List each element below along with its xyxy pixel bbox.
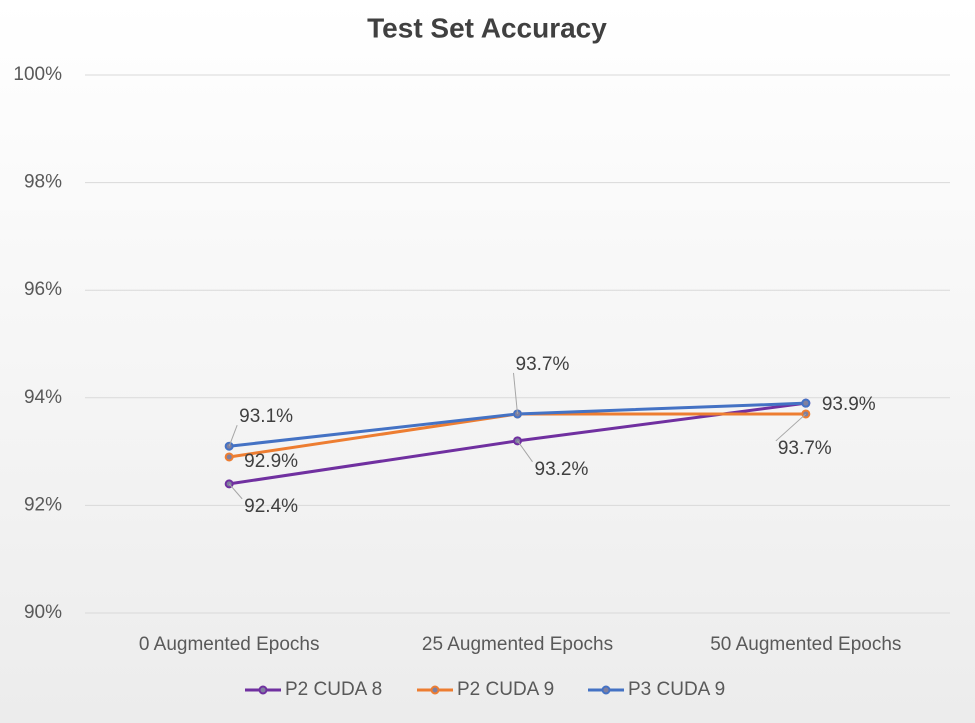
legend-marker	[601, 685, 611, 695]
data-label: 92.9%	[244, 451, 298, 472]
data-label: 93.7%	[778, 438, 832, 459]
data-label: 92.4%	[244, 496, 298, 517]
x-tick-label: 25 Augmented Epochs	[422, 634, 613, 655]
legend-label: P2 CUDA 9	[457, 679, 554, 700]
data-label: 93.2%	[535, 459, 589, 480]
legend-label: P2 CUDA 8	[285, 679, 382, 700]
x-tick-label: 0 Augmented Epochs	[139, 634, 320, 655]
data-label: 93.7%	[516, 354, 570, 375]
chart-title: Test Set Accuracy	[367, 12, 607, 43]
y-tick-label: 92%	[24, 494, 62, 515]
data-label: 93.9%	[822, 394, 876, 415]
x-tick-label: 50 Augmented Epochs	[710, 634, 901, 655]
y-tick-label: 90%	[24, 602, 62, 623]
y-tick-label: 94%	[24, 387, 62, 408]
data-point	[801, 398, 811, 408]
leader-line	[775, 413, 807, 442]
data-point	[224, 452, 234, 462]
legend-label: P3 CUDA 9	[628, 679, 725, 700]
y-tick-label: 98%	[24, 172, 62, 193]
y-tick-label: 96%	[24, 279, 62, 300]
leader-line	[228, 483, 243, 500]
leader-line	[517, 440, 533, 463]
leader-line	[228, 425, 238, 447]
leader-line	[513, 372, 518, 414]
legend-marker	[430, 685, 440, 695]
data-label: 93.1%	[239, 406, 293, 427]
legend-marker	[258, 685, 268, 695]
y-tick-label: 100%	[13, 64, 62, 85]
